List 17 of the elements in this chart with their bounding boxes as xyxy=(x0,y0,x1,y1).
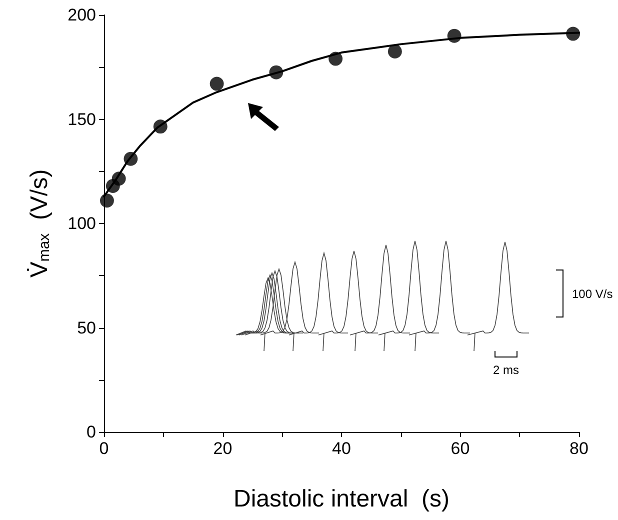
y-tick-label: 50 xyxy=(77,318,96,338)
annotation: 2 ms xyxy=(492,363,520,377)
y-tick-label: 150 xyxy=(68,110,96,129)
x-tick-label: 60 xyxy=(450,439,470,458)
x-axis-title: Diastolic interval (s) xyxy=(233,486,450,512)
x-tick-label: 80 xyxy=(570,439,588,458)
annotation: 100 V/s xyxy=(572,287,613,301)
y-tick-label: 0 xyxy=(86,422,96,442)
point xyxy=(100,194,114,208)
x-tick-label: 0 xyxy=(99,439,109,458)
point xyxy=(210,76,224,91)
y-tick-label: 100 xyxy=(68,214,96,233)
point xyxy=(388,44,402,58)
y-axis-title: V̇max (V/s) xyxy=(26,169,53,278)
x-tick-label: 40 xyxy=(332,439,351,458)
y-tick-label: 200 xyxy=(68,6,96,24)
x-tick-label: 20 xyxy=(213,439,232,458)
